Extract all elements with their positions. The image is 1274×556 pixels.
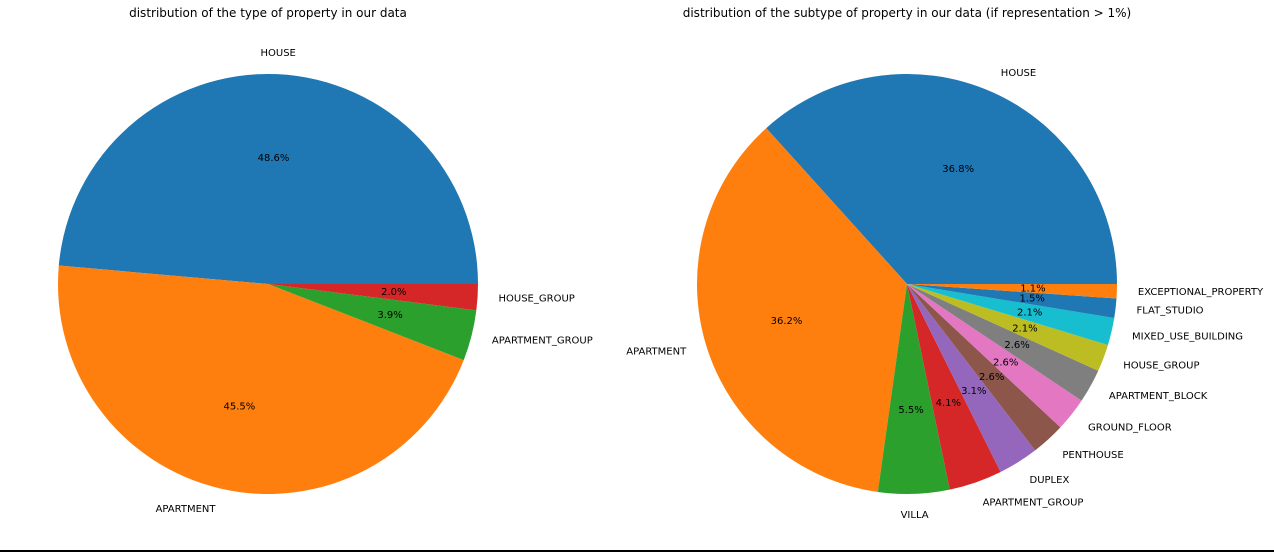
- slice-label-duplex: DUPLEX: [1030, 475, 1070, 486]
- pie-slice-house: [766, 74, 1117, 284]
- slice-percent-apartment: 45.5%: [224, 402, 256, 413]
- pie-slice-house-group: [268, 284, 478, 311]
- slice-label-apartment-group: APARTMENT_GROUP: [492, 336, 593, 347]
- slice-label-exceptional-property: EXCEPTIONAL_PROPERTY: [1138, 287, 1264, 298]
- pie-slice-apartment-group: [268, 284, 477, 361]
- slice-percent-house: 48.6%: [258, 153, 290, 164]
- pie-slice-apartment: [57, 265, 464, 494]
- slice-label-flat-studio: FLAT_STUDIO: [1137, 306, 1204, 317]
- slice-label-ground-floor: GROUND_FLOOR: [1088, 423, 1172, 434]
- slice-percent-villa: 5.5%: [898, 405, 923, 416]
- slice-label-apartment-block: APARTMENT_BLOCK: [1109, 391, 1208, 402]
- slice-label-house: HOUSE: [261, 48, 296, 59]
- pie-slice-apartment-group: [907, 284, 1001, 490]
- slice-percent-penthouse: 2.6%: [979, 372, 1004, 383]
- slice-label-apartment: APARTMENT: [626, 347, 687, 358]
- slice-percent-apartment-group: 4.1%: [936, 398, 961, 409]
- slice-label-house-group: HOUSE_GROUP: [499, 294, 575, 305]
- pie-slice-house: [58, 73, 479, 285]
- chart-title-property-type: distribution of the type of property in …: [129, 6, 407, 20]
- pie-slice-house-group: [907, 284, 1108, 371]
- pie-slice-mixed-use-building: [907, 284, 1115, 345]
- pie-slice-duplex: [907, 284, 1036, 472]
- chart-title-property-subtype: distribution of the subtype of property …: [683, 6, 1132, 20]
- slice-percent-house: 36.8%: [942, 164, 974, 175]
- slice-label-mixed-use-building: MIXED_USE_BUILDING: [1132, 331, 1243, 342]
- pie-slice-villa: [877, 284, 950, 494]
- slice-percent-mixed-use-building: 2.1%: [1017, 308, 1042, 319]
- slice-percent-exceptional-property: 1.1%: [1020, 283, 1045, 294]
- pie-slice-flat-studio: [907, 284, 1117, 319]
- slice-label-villa: VILLA: [901, 510, 929, 521]
- pie-slice-ground-floor: [907, 284, 1082, 428]
- pie-slice-apartment-block: [907, 284, 1099, 401]
- slice-percent-duplex: 3.1%: [961, 386, 986, 397]
- slice-percent-flat-studio: 1.5%: [1019, 294, 1044, 305]
- slice-percent-apartment-block: 2.6%: [1004, 340, 1029, 351]
- slice-label-penthouse: PENTHOUSE: [1062, 450, 1123, 461]
- slice-label-apartment-group: APARTMENT_GROUP: [983, 497, 1084, 508]
- slice-percent-apartment-group: 3.9%: [377, 310, 402, 321]
- property-type-pie-chart: distribution of the type of property in …: [57, 6, 593, 515]
- pie-slice-penthouse: [907, 284, 1061, 451]
- property-subtype-pie-chart: distribution of the subtype of property …: [626, 6, 1264, 521]
- slice-label-house: HOUSE: [1001, 68, 1036, 79]
- slice-percent-house-group: 2.1%: [1012, 323, 1037, 334]
- slice-percent-apartment: 36.2%: [771, 316, 803, 327]
- slice-percent-house-group: 2.0%: [381, 287, 406, 298]
- pie-slice-apartment: [697, 128, 907, 492]
- slice-label-house-group: HOUSE_GROUP: [1123, 360, 1199, 371]
- slice-label-apartment: APARTMENT: [156, 504, 217, 515]
- figure-bottom-border: [0, 550, 1274, 552]
- pie-slice-exceptional-property: [907, 284, 1117, 299]
- slice-percent-ground-floor: 2.6%: [993, 357, 1018, 368]
